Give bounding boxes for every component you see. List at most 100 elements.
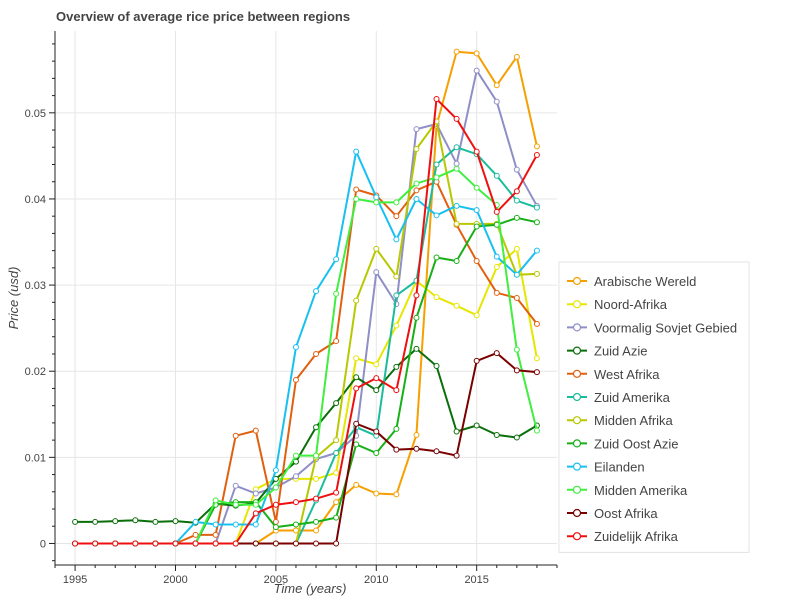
data-point-eilanden xyxy=(533,247,540,254)
data-point-arabische-wereld xyxy=(473,50,480,57)
data-point-zuidelijk-afrika xyxy=(212,540,219,547)
y-tick-label: 0.02 xyxy=(25,366,46,378)
legend-label-zuid-oost-azie[interactable]: Zuid Oost Azie xyxy=(594,436,679,451)
data-point-zuid-oost-azie xyxy=(533,219,540,226)
data-point-noord-afrika xyxy=(513,245,520,252)
y-tick-label: 0.05 xyxy=(25,108,46,120)
legend-marker-eilanden[interactable] xyxy=(572,462,582,471)
data-point-zuid-azie xyxy=(453,428,460,435)
data-point-west-afrika xyxy=(252,427,259,434)
data-point-midden-amerika xyxy=(433,174,440,181)
axes: 1995 2000 2005 2010 2015 0 0.01 0.02 0.03 0.04 0.0… xyxy=(25,31,558,586)
data-point-midden-amerika xyxy=(373,199,380,206)
data-point-midden-amerika xyxy=(272,484,279,491)
series-line-zuid-oost-azie xyxy=(75,216,538,545)
legend-marker-zuid-oost-azie[interactable] xyxy=(572,439,582,448)
x-tick-label: 2005 xyxy=(264,574,288,586)
legend-label-zuid-amerika[interactable]: Zuid Amerika xyxy=(594,390,671,405)
data-point-eilanden xyxy=(313,288,320,295)
data-point-eilanden xyxy=(212,521,219,528)
legend-label-midden-amerika[interactable]: Midden Amerika xyxy=(594,483,688,498)
legend-marker-west-afrika[interactable] xyxy=(572,369,582,378)
data-point-west-afrika xyxy=(333,338,340,345)
data-point-eilanden xyxy=(252,521,259,528)
data-point-voormalig-sovjet-gebied xyxy=(292,473,299,480)
series-line-midden-amerika xyxy=(75,167,538,545)
data-point-west-afrika xyxy=(353,186,360,193)
data-point-arabische-wereld xyxy=(353,481,360,488)
x-axis-label: Time (years) xyxy=(274,581,347,596)
legend-label-midden-afrika[interactable]: Midden Afrika xyxy=(594,413,674,428)
x-tick-label: 2010 xyxy=(364,574,388,586)
legend-marker-midden-amerika[interactable] xyxy=(572,485,582,494)
data-point-zuid-oost-azie xyxy=(473,223,480,230)
legend-marker-noord-afrika[interactable] xyxy=(572,300,582,309)
legend[interactable]: Arabische Wereld Noord-Afrika Voormalig So… xyxy=(558,261,750,553)
data-point-zuid-azie xyxy=(112,518,119,525)
data-point-zuid-azie xyxy=(152,518,159,525)
data-point-oost-afrika xyxy=(333,540,340,547)
data-point-zuidelijk-afrika xyxy=(433,96,440,103)
chart-title: Overview of average rice price between r… xyxy=(56,9,350,24)
data-point-west-afrika xyxy=(493,289,500,296)
data-point-oost-afrika xyxy=(272,540,279,547)
data-point-zuidelijk-afrika xyxy=(333,489,340,496)
legend-marker-voormalig-sovjet-gebied[interactable] xyxy=(572,323,582,332)
legend-label-voormalig-sovjet-gebied[interactable]: Voormalig Sovjet Gebied xyxy=(594,320,737,335)
data-point-midden-amerika xyxy=(353,195,360,202)
y-axis-label: Price (usd) xyxy=(6,267,21,330)
legend-label-oost-afrika[interactable]: Oost Afrika xyxy=(594,506,658,521)
data-point-oost-afrika xyxy=(373,428,380,435)
y-tick-label: 0.01 xyxy=(25,452,46,464)
data-point-midden-amerika xyxy=(252,501,259,508)
legend-label-noord-afrika[interactable]: Noord-Afrika xyxy=(594,297,668,312)
legend-marker-midden-afrika[interactable] xyxy=(572,416,582,425)
data-point-zuidelijk-afrika xyxy=(172,540,179,547)
data-point-west-afrika xyxy=(292,376,299,383)
data-point-zuidelijk-afrika xyxy=(272,501,279,508)
y-tick-label: 0 xyxy=(40,538,46,550)
data-point-voormalig-sovjet-gebied xyxy=(473,67,480,74)
legend-label-arabische-wereld[interactable]: Arabische Wereld xyxy=(594,274,696,289)
data-point-zuid-azie xyxy=(92,518,99,525)
data-point-voormalig-sovjet-gebied xyxy=(453,160,460,167)
data-point-midden-afrika xyxy=(393,273,400,280)
data-point-zuid-amerika xyxy=(333,450,340,457)
data-point-voormalig-sovjet-gebied xyxy=(232,482,239,489)
data-point-noord-afrika xyxy=(493,263,500,270)
data-point-zuid-azie xyxy=(433,363,440,370)
data-point-zuid-azie xyxy=(493,431,500,438)
data-point-zuidelijk-afrika xyxy=(393,387,400,394)
legend-label-zuid-azie[interactable]: Zuid Azie xyxy=(594,344,647,359)
data-point-midden-amerika xyxy=(292,452,299,459)
data-point-zuid-azie xyxy=(313,424,320,431)
legend-marker-arabische-wereld[interactable] xyxy=(572,276,582,286)
data-point-midden-amerika xyxy=(473,184,480,191)
data-point-zuid-oost-azie xyxy=(313,518,320,525)
data-point-arabische-wereld xyxy=(533,143,540,150)
data-point-midden-afrika xyxy=(413,145,420,152)
legend-label-west-afrika[interactable]: West Afrika xyxy=(594,367,660,382)
x-tick-label: 1995 xyxy=(63,574,87,586)
x-tick-label: 2000 xyxy=(163,574,187,586)
series-line-zuid-azie xyxy=(75,347,538,524)
data-point-zuidelijk-afrika xyxy=(72,540,79,547)
data-point-zuid-amerika xyxy=(513,197,520,204)
legend-marker-zuid-amerika[interactable] xyxy=(572,392,582,402)
legend-marker-zuidelijk-afrika[interactable] xyxy=(572,532,582,541)
x-tick-label: 2015 xyxy=(464,574,488,586)
data-point-eilanden xyxy=(413,195,420,202)
legend-label-eilanden[interactable]: Eilanden xyxy=(594,460,645,475)
series-line-zuid-amerika xyxy=(75,146,538,545)
data-point-eilanden xyxy=(453,202,460,209)
legend-marker-oost-afrika[interactable] xyxy=(572,508,582,518)
data-point-west-afrika xyxy=(232,432,239,439)
data-point-zuid-azie xyxy=(292,458,299,465)
series-line-zuidelijk-afrika xyxy=(75,98,538,545)
data-point-arabische-wereld xyxy=(373,490,380,497)
legend-label-zuidelijk-afrika[interactable]: Zuidelijk Afrika xyxy=(594,529,679,544)
data-point-west-afrika xyxy=(413,187,420,194)
legend-marker-zuid-azie[interactable] xyxy=(572,346,582,355)
data-point-eilanden xyxy=(272,467,279,474)
